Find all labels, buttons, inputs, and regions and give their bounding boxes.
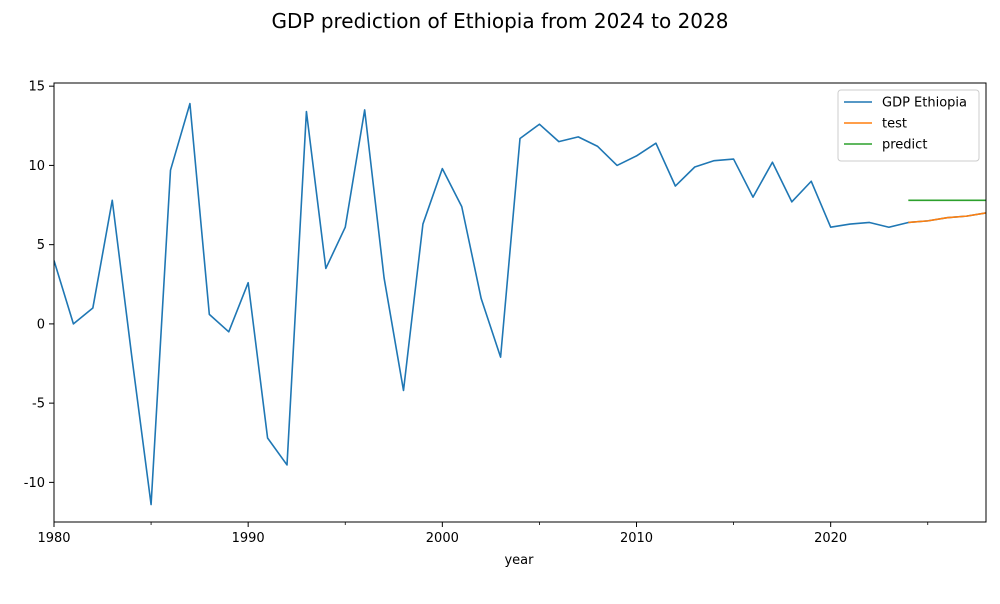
y-tick-label-5: 15 xyxy=(28,80,45,95)
legend-label-0: GDP Ethiopia xyxy=(882,96,967,111)
y-tick-label-3: 5 xyxy=(37,238,45,253)
y-tick-label-0: -10 xyxy=(24,476,45,491)
legend-box xyxy=(837,89,980,162)
series-line-1 xyxy=(908,212,986,224)
chart-title: GDP prediction of Ethiopia from 2024 to … xyxy=(272,9,729,33)
x-axis-label: year xyxy=(504,553,534,568)
x-tick-label-4: 2020 xyxy=(814,531,847,546)
x-tick-label-1: 1990 xyxy=(232,531,265,546)
series-line-0 xyxy=(54,102,986,506)
y-tick-label-2: 0 xyxy=(37,317,45,332)
axes-frame xyxy=(53,82,987,523)
y-tick-label-1: -5 xyxy=(32,397,45,412)
legend: GDP Ethiopia test predict xyxy=(837,89,980,162)
x-tick-label-2: 2000 xyxy=(426,531,459,546)
legend-label-2: predict xyxy=(882,138,927,153)
plot-area: 1980 1990 2000 2010 2020 -10 -5 0 5 10 15 xyxy=(24,80,987,546)
legend-label-1: test xyxy=(882,117,907,132)
x-tick-label-0: 1980 xyxy=(37,531,70,546)
y-tick-label-4: 10 xyxy=(28,159,45,174)
x-tick-label-3: 2010 xyxy=(620,531,653,546)
